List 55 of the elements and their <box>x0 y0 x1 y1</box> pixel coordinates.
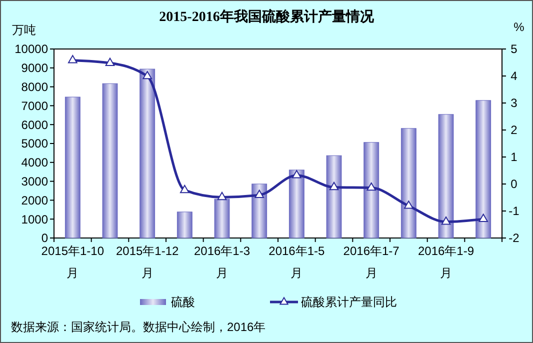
x-tick-label: 2016年1-9月 <box>418 244 474 280</box>
x-tick-label: 2015年1-12月 <box>116 244 180 280</box>
point <box>478 214 488 222</box>
point <box>217 192 227 200</box>
y2-tick-label: 2 <box>510 123 518 138</box>
y-tick-label: 1000 <box>21 212 48 226</box>
y2-axis-title: % <box>514 20 525 34</box>
chart-title: 2015-2016年我国硫酸累计产量情况 <box>159 8 375 25</box>
y2-tick-label: 3 <box>510 96 518 110</box>
point <box>404 200 414 209</box>
y-tick-label: 3000 <box>21 174 48 188</box>
bar <box>252 184 268 238</box>
y-tick-label: 7000 <box>21 98 48 113</box>
y-tick-label: 10000 <box>14 42 48 56</box>
bar <box>476 100 492 238</box>
bar <box>140 68 156 238</box>
point <box>180 184 190 194</box>
source-note: 数据来源：国家统计局。数据中心绘制，2016年 <box>11 320 266 334</box>
bar <box>176 212 192 238</box>
point <box>142 70 152 80</box>
y-tick-label: 4000 <box>21 156 48 170</box>
legend-label: 硫酸 <box>171 295 195 310</box>
y-tick-label: 5000 <box>21 136 48 151</box>
x-tick-label: 2016年1-7月 <box>343 244 400 280</box>
bar <box>288 170 304 238</box>
point <box>68 55 78 64</box>
y2-tick-label: 0 <box>510 177 518 192</box>
point <box>366 182 376 191</box>
bar <box>64 96 80 238</box>
point <box>441 216 451 225</box>
y-tick-label: 8000 <box>21 80 48 94</box>
y-tick-label: 6000 <box>21 118 48 132</box>
y-axis-title: 万吨 <box>12 23 36 37</box>
y-tick-label: 2000 <box>21 193 48 208</box>
y-tick-label: 9000 <box>21 61 48 76</box>
bar <box>102 83 118 238</box>
y2-tick-label: 5 <box>510 42 518 56</box>
point <box>292 170 302 178</box>
legend-label: 硫酸累计产量同比 <box>301 295 397 310</box>
bar <box>326 155 342 238</box>
x-tick-label: 2016年1-3月 <box>194 244 250 280</box>
y2-tick-label: 4 <box>510 69 518 84</box>
y-tick-label: 0 <box>41 231 48 246</box>
y2-tick-label: 1 <box>510 150 518 164</box>
bar <box>400 128 416 238</box>
bar <box>214 198 230 238</box>
x-tick-label: 2015年1-10月 <box>41 244 104 280</box>
y2-tick-label: -1 <box>508 204 520 218</box>
point <box>254 190 264 198</box>
point <box>329 182 339 190</box>
bar <box>364 142 380 238</box>
y2-tick-label: -2 <box>508 231 520 246</box>
point <box>105 58 115 66</box>
bar <box>438 114 454 238</box>
x-tick-label: 2016年1-5月 <box>268 244 326 280</box>
